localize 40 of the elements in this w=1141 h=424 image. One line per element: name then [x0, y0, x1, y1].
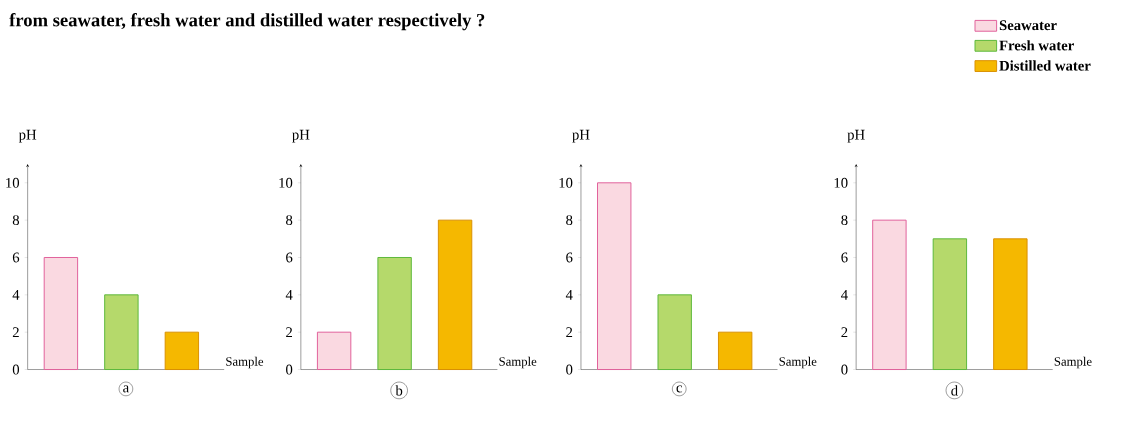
y-tick-label: 8 — [12, 215, 20, 226]
y-axis-title: pH — [292, 130, 310, 143]
x-axis-title: Sample — [1054, 357, 1092, 369]
y-tick-label: 8 — [566, 215, 573, 226]
chart-title: from seawater, fresh water and distilled water respectively ? — [9, 13, 485, 31]
text: c — [676, 385, 683, 393]
y-tick-label: 8 — [841, 215, 848, 226]
y-tick-label: 4 — [12, 290, 20, 300]
legend-label: Seawater — [999, 20, 1057, 31]
y-tick-label: 6 — [12, 252, 20, 263]
text: b — [395, 385, 403, 396]
y-tick-label: 2 — [566, 327, 573, 338]
y-tick-label: 4 — [285, 290, 293, 300]
y-tick-label: 10 — [559, 178, 573, 188]
y-tick-label: 6 — [841, 252, 848, 263]
y-tick-label: 0 — [841, 364, 848, 375]
y-tick-label: 2 — [841, 327, 848, 338]
x-axis-title: Sample — [499, 357, 537, 369]
legend-label: Distilled water — [999, 60, 1091, 71]
y-tick-label: 2 — [286, 327, 292, 338]
y-tick-label: 6 — [286, 252, 293, 263]
y-tick-label: 8 — [286, 215, 293, 226]
text: a — [123, 385, 129, 393]
y-axis-title: pH — [18, 130, 37, 143]
y-tick-label: 10 — [834, 178, 848, 188]
y-tick-label: 0 — [566, 364, 573, 375]
y-tick-label: 4 — [841, 290, 848, 300]
y-tick-label: 2 — [12, 327, 19, 338]
y-tick-label: 10 — [6, 178, 20, 188]
legend-label: Fresh water — [999, 40, 1074, 51]
y-axis-title: pH — [572, 130, 590, 143]
x-axis-title: Sample — [226, 357, 264, 369]
y-tick-label: 4 — [565, 290, 573, 300]
x-axis-title: Sample — [779, 357, 817, 369]
y-tick-label: 0 — [12, 364, 20, 375]
y-tick-label: 0 — [286, 364, 293, 375]
y-tick-label: 10 — [279, 178, 293, 188]
y-axis-title: pH — [847, 130, 865, 143]
text: d — [951, 385, 958, 396]
y-tick-label: 6 — [566, 252, 573, 263]
